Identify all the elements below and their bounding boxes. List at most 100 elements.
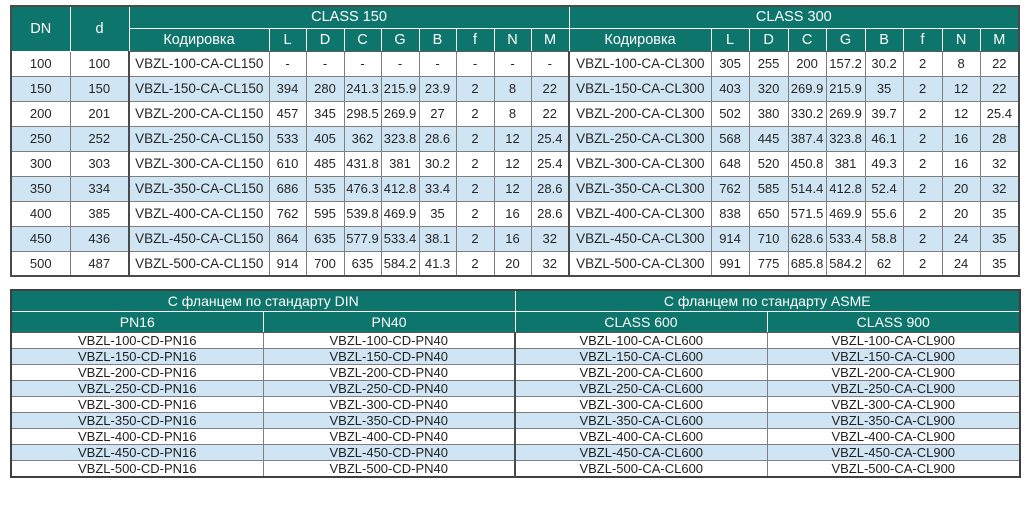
col-f-cl150: f — [455, 27, 495, 52]
L-cell-cl150: 686 — [268, 175, 307, 202]
col-C-cl300: C — [787, 27, 827, 52]
col-M-cl300: M — [979, 27, 1020, 52]
B-cell-cl150: 28.6 — [418, 125, 457, 152]
col-D-cl150: D — [305, 27, 345, 52]
B-cell-cl300: 58.8 — [864, 225, 904, 252]
code-cell-cl150: VBZL-200-CA-CL150 — [128, 100, 270, 127]
M-cell-cl300: 35 — [979, 225, 1020, 252]
d-header: d — [69, 5, 130, 52]
B-cell-cl150: 30.2 — [418, 150, 457, 177]
L-cell-cl150: 394 — [268, 75, 307, 102]
L-cell-cl300: 648 — [710, 150, 750, 177]
N-cell-cl300: 12 — [941, 100, 981, 127]
C-cell-cl150: 577.9 — [343, 225, 382, 252]
G-cell-cl300: 323.8 — [825, 125, 866, 152]
C-cell-cl300: 628.6 — [787, 225, 827, 252]
f-cell-cl300: 2 — [902, 175, 943, 202]
N-cell-cl150: 16 — [493, 225, 532, 252]
pn40-code-cell: VBZL-200-CD-PN40 — [262, 363, 516, 381]
G-cell-cl300: 381 — [825, 150, 866, 177]
C-cell-cl300: 514.4 — [787, 175, 827, 202]
code-row: VBZL-300-CD-PN16 VBZL-300-CD-PN40 VBZL-3… — [10, 395, 1021, 413]
class600-code-cell: VBZL-100-CA-CL600 — [514, 331, 768, 349]
pn40-code-cell: VBZL-500-CD-PN40 — [262, 459, 516, 477]
rating-header-row: PN16 PN40 CLASS 600 CLASS 900 — [10, 310, 1021, 333]
col-N-cl300: N — [941, 27, 981, 52]
d-cell: 201 — [69, 100, 130, 127]
class900-code-cell: VBZL-500-CA-CL900 — [766, 459, 1021, 477]
code-cell-cl150: VBZL-500-CA-CL150 — [128, 250, 270, 277]
C-cell-cl300: 200 — [787, 50, 827, 77]
B-cell-cl150: 27 — [418, 100, 457, 127]
G-cell-cl150: 584.2 — [380, 250, 420, 277]
G-cell-cl150: - — [380, 50, 420, 77]
C-cell-cl300: 387.4 — [787, 125, 827, 152]
M-cell-cl300: 25.4 — [979, 100, 1020, 127]
L-cell-cl300: 762 — [710, 175, 750, 202]
d-cell: 436 — [69, 225, 130, 252]
spec-row: 400 385 VBZL-400-CA-CL150 762 595 539.8 … — [10, 200, 1020, 227]
D-cell-cl150: 280 — [305, 75, 345, 102]
class600-code-cell: VBZL-500-CA-CL600 — [514, 459, 768, 477]
col-N-cl150: N — [493, 27, 532, 52]
M-cell-cl300: 32 — [979, 150, 1020, 177]
M-cell-cl150: 28.6 — [530, 200, 570, 227]
datasheet-page: DN d CLASS 150 CLASS 300 Кодировка L D C… — [10, 5, 1022, 478]
N-cell-cl150: - — [493, 50, 532, 77]
code-row: VBZL-200-CD-PN16 VBZL-200-CD-PN40 VBZL-2… — [10, 363, 1021, 381]
f-cell-cl150: 2 — [455, 100, 495, 127]
N-cell-cl150: 8 — [493, 100, 532, 127]
column-header-row: Кодировка L D C G B f N M Кодировка L D … — [11, 27, 1020, 52]
M-cell-cl150: 32 — [530, 250, 570, 277]
N-cell-cl300: 16 — [941, 125, 981, 152]
D-cell-cl150: 345 — [305, 100, 345, 127]
G-cell-cl150: 323.8 — [380, 125, 420, 152]
code-cell-cl300: VBZL-200-CA-CL300 — [568, 100, 712, 127]
class600-code-cell: VBZL-450-CA-CL600 — [514, 443, 768, 461]
B-cell-cl300: 35 — [864, 75, 904, 102]
class600-code-cell: VBZL-400-CA-CL600 — [514, 427, 768, 445]
class900-code-cell: VBZL-350-CA-CL900 — [766, 411, 1021, 429]
G-cell-cl300: 269.9 — [825, 100, 866, 127]
C-cell-cl150: 431.8 — [343, 150, 382, 177]
L-cell-cl150: 864 — [268, 225, 307, 252]
flange-codes-table-body: VBZL-100-CD-PN16 VBZL-100-CD-PN40 VBZL-1… — [10, 331, 1021, 477]
d-cell: 303 — [69, 150, 130, 177]
D-cell-cl300: 585 — [748, 175, 789, 202]
code-cell-cl300: VBZL-250-CA-CL300 — [568, 125, 712, 152]
spec-row: 150 150 VBZL-150-CA-CL150 394 280 241.3 … — [10, 75, 1020, 102]
class900-code-cell: VBZL-400-CA-CL900 — [766, 427, 1021, 445]
N-cell-cl150: 12 — [493, 150, 532, 177]
code-cell-cl150: VBZL-100-CA-CL150 — [128, 50, 270, 77]
C-cell-cl150: 635 — [343, 250, 382, 277]
D-cell-cl150: - — [305, 50, 345, 77]
d-cell: 385 — [69, 200, 130, 227]
d-cell: 252 — [69, 125, 130, 152]
d-cell: 334 — [69, 175, 130, 202]
class900-code-cell: VBZL-200-CA-CL900 — [766, 363, 1021, 381]
f-cell-cl300: 2 — [902, 225, 943, 252]
col-L-cl150: L — [268, 27, 307, 52]
B-cell-cl300: 46.1 — [864, 125, 904, 152]
spec-row: 250 252 VBZL-250-CA-CL150 533 405 362 32… — [10, 125, 1020, 152]
class600-code-cell: VBZL-300-CA-CL600 — [514, 395, 768, 413]
class900-code-cell: VBZL-150-CA-CL900 — [766, 347, 1021, 365]
G-cell-cl300: 533.4 — [825, 225, 866, 252]
N-cell-cl150: 20 — [493, 250, 532, 277]
col-class900: CLASS 900 — [766, 310, 1021, 333]
B-cell-cl300: 52.4 — [864, 175, 904, 202]
N-cell-cl150: 16 — [493, 200, 532, 227]
pn40-code-cell: VBZL-350-CD-PN40 — [262, 411, 516, 429]
f-cell-cl150: 2 — [455, 250, 495, 277]
code-cell-cl300: VBZL-300-CA-CL300 — [568, 150, 712, 177]
N-cell-cl150: 12 — [493, 175, 532, 202]
B-cell-cl300: 30.2 — [864, 50, 904, 77]
M-cell-cl300: 35 — [979, 250, 1020, 277]
d-cell: 100 — [69, 50, 130, 77]
B-cell-cl150: 38.1 — [418, 225, 457, 252]
C-cell-cl300: 571.5 — [787, 200, 827, 227]
N-cell-cl300: 12 — [941, 75, 981, 102]
D-cell-cl150: 635 — [305, 225, 345, 252]
class600-code-cell: VBZL-150-CA-CL600 — [514, 347, 768, 365]
col-D-cl300: D — [748, 27, 789, 52]
